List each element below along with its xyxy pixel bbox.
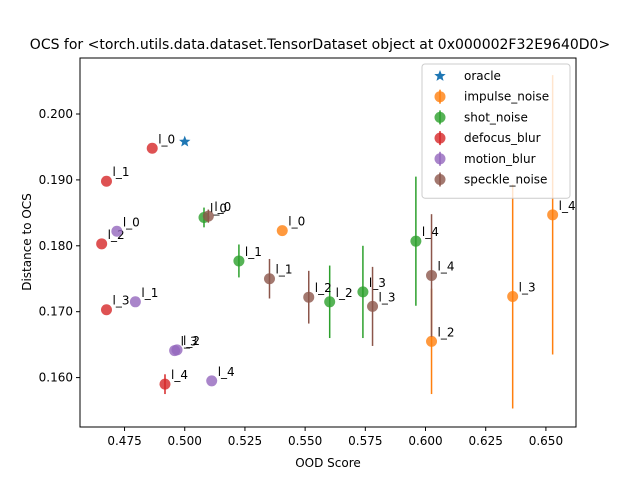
y-axis: 0.160 0.170 0.180 0.190 0.200 — [39, 107, 80, 385]
data-point — [426, 335, 438, 347]
legend-item-defocus-blur: defocus_blur — [434, 131, 541, 146]
point-label: l_1 — [112, 165, 129, 179]
point-label: l_0 — [123, 215, 140, 229]
legend-label: defocus_blur — [464, 131, 541, 145]
y-axis-label: Distance to OCS — [20, 193, 34, 291]
point-label: l_4 — [218, 365, 235, 379]
legend-marker — [434, 153, 446, 165]
legend: oracle impulse_noise shot_noise defocus_blu… — [421, 63, 571, 199]
legend-item-motion-blur: motion_blur — [434, 151, 536, 166]
point-label: l_1 — [245, 245, 262, 259]
x-tick-label: 0.575 — [348, 434, 382, 448]
legend-label: speckle_noise — [464, 173, 547, 187]
data-point — [111, 225, 123, 237]
point-label: l_3 — [519, 281, 536, 295]
x-axis-label: OOD Score — [295, 456, 361, 470]
x-tick-label: 0.500 — [168, 434, 202, 448]
data-point — [100, 304, 112, 316]
point-label: l_2 — [315, 281, 332, 295]
data-point — [206, 375, 218, 387]
point-label: l_0 — [210, 201, 227, 215]
legend-marker — [434, 174, 446, 185]
data-point — [129, 296, 141, 308]
legend-marker — [434, 91, 446, 103]
legend-label: oracle — [464, 69, 501, 83]
x-axis: 0.475 0.500 0.525 0.550 0.575 0.600 0.625 0.650 — [107, 427, 563, 448]
data-point — [303, 291, 315, 303]
data-point — [100, 175, 112, 187]
legend-box — [421, 63, 571, 199]
point-label: l_4 — [559, 199, 576, 213]
data-point — [357, 286, 369, 298]
x-tick-label: 0.625 — [469, 434, 503, 448]
y-tick-label: 0.180 — [39, 239, 73, 253]
legend-marker — [434, 70, 446, 81]
data-point — [159, 378, 171, 390]
legend-item-shot-noise: shot_noise — [434, 110, 528, 125]
data-point — [169, 345, 181, 357]
data-point — [202, 210, 214, 222]
data-point — [410, 235, 422, 247]
data-point — [547, 209, 559, 221]
x-tick-label: 0.650 — [529, 434, 563, 448]
data-point — [426, 269, 438, 281]
point-label: l_4 — [171, 368, 188, 382]
data-point — [324, 296, 336, 308]
x-tick-label: 0.550 — [288, 434, 322, 448]
point-label: l_2 — [438, 325, 455, 339]
data-point — [507, 291, 519, 303]
data-point — [367, 300, 379, 312]
point-label: l_0 — [214, 200, 231, 214]
point-label: l_3 — [112, 294, 129, 308]
y-tick-label: 0.160 — [39, 371, 73, 385]
legend-label: motion_blur — [464, 152, 536, 166]
data-point — [233, 255, 245, 267]
data-point — [276, 225, 288, 237]
legend-item-speckle-noise: speckle_noise — [434, 172, 547, 187]
point-label: l_2 — [336, 286, 353, 300]
point-label: l_4 — [422, 225, 439, 239]
point-label: l_3 — [369, 276, 386, 290]
legend-marker — [434, 111, 446, 123]
point-label: l_4 — [438, 259, 455, 273]
chart-title: OCS for <torch.utils.data.dataset.Tensor… — [30, 37, 610, 53]
point-label: l_3 — [181, 335, 198, 349]
legend-label: shot_noise — [464, 110, 528, 124]
x-tick-label: 0.475 — [107, 434, 141, 448]
point-label: l_0 — [288, 215, 305, 229]
y-tick-label: 0.170 — [39, 305, 73, 319]
legend-item-impulse-noise: impulse_noise — [434, 89, 549, 104]
series-shot-noise: l_0 l_1 l_2 l_3 l_4 — [198, 176, 439, 339]
data-point-star — [179, 135, 191, 147]
series-speckle-noise: l_0 l_1 l_2 l_3 l_4 — [202, 200, 455, 346]
data-point — [263, 273, 275, 285]
legend-marker — [434, 132, 446, 144]
x-tick-label: 0.525 — [228, 434, 262, 448]
data-point — [146, 142, 158, 154]
series-motion-blur: l_0l_1l_2l_3l_4 — [111, 215, 235, 387]
data-point — [96, 238, 108, 250]
point-label: l_3 — [379, 290, 396, 304]
y-tick-label: 0.200 — [39, 107, 73, 121]
legend-item-oracle: oracle — [434, 69, 501, 83]
plot-frame — [79, 57, 577, 428]
point-label: l_1 — [141, 286, 158, 300]
series-oracle — [179, 135, 191, 147]
legend-label: impulse_noise — [464, 90, 549, 104]
point-label: l_2 — [183, 334, 200, 348]
y-tick-label: 0.190 — [39, 173, 73, 187]
point-label: l_0 — [158, 132, 175, 146]
point-label: l_1 — [275, 263, 292, 277]
x-tick-label: 0.600 — [408, 434, 442, 448]
